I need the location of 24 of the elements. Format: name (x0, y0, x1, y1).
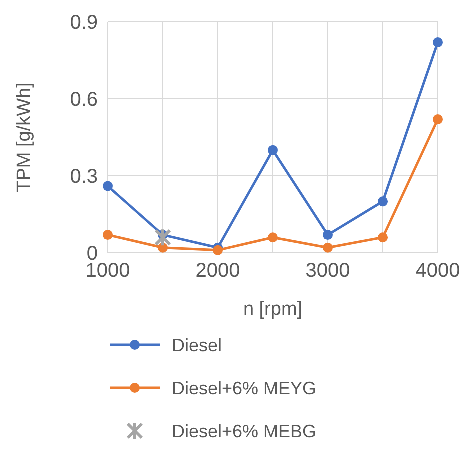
point (103, 230, 113, 240)
point (154, 228, 172, 248)
point (213, 245, 223, 256)
x-tick-label: 1000 (86, 260, 130, 282)
y-axis-title: TPM [g/kWh] (14, 82, 35, 192)
x-tick-label: 2000 (196, 260, 240, 282)
y-tick-label: 0.9 (70, 12, 98, 34)
point (378, 196, 388, 207)
point (323, 230, 333, 240)
x-tick-label: 3000 (306, 260, 350, 282)
y-tick-label: 0.6 (70, 89, 98, 111)
point (268, 232, 278, 243)
point (103, 181, 113, 192)
point (433, 38, 443, 48)
legend-label: Diesel (172, 335, 222, 356)
y-tick-label: 0.3 (70, 166, 98, 188)
x-axis-title: n [rpm] (243, 299, 303, 320)
point (268, 145, 278, 156)
point (433, 114, 443, 125)
point (323, 242, 333, 253)
point (378, 232, 388, 243)
legend-label: Diesel+6% MEBG (172, 421, 317, 442)
x-tick-label: 4000 (416, 260, 460, 282)
legend-label: Diesel+6% MEYG (172, 378, 317, 398)
